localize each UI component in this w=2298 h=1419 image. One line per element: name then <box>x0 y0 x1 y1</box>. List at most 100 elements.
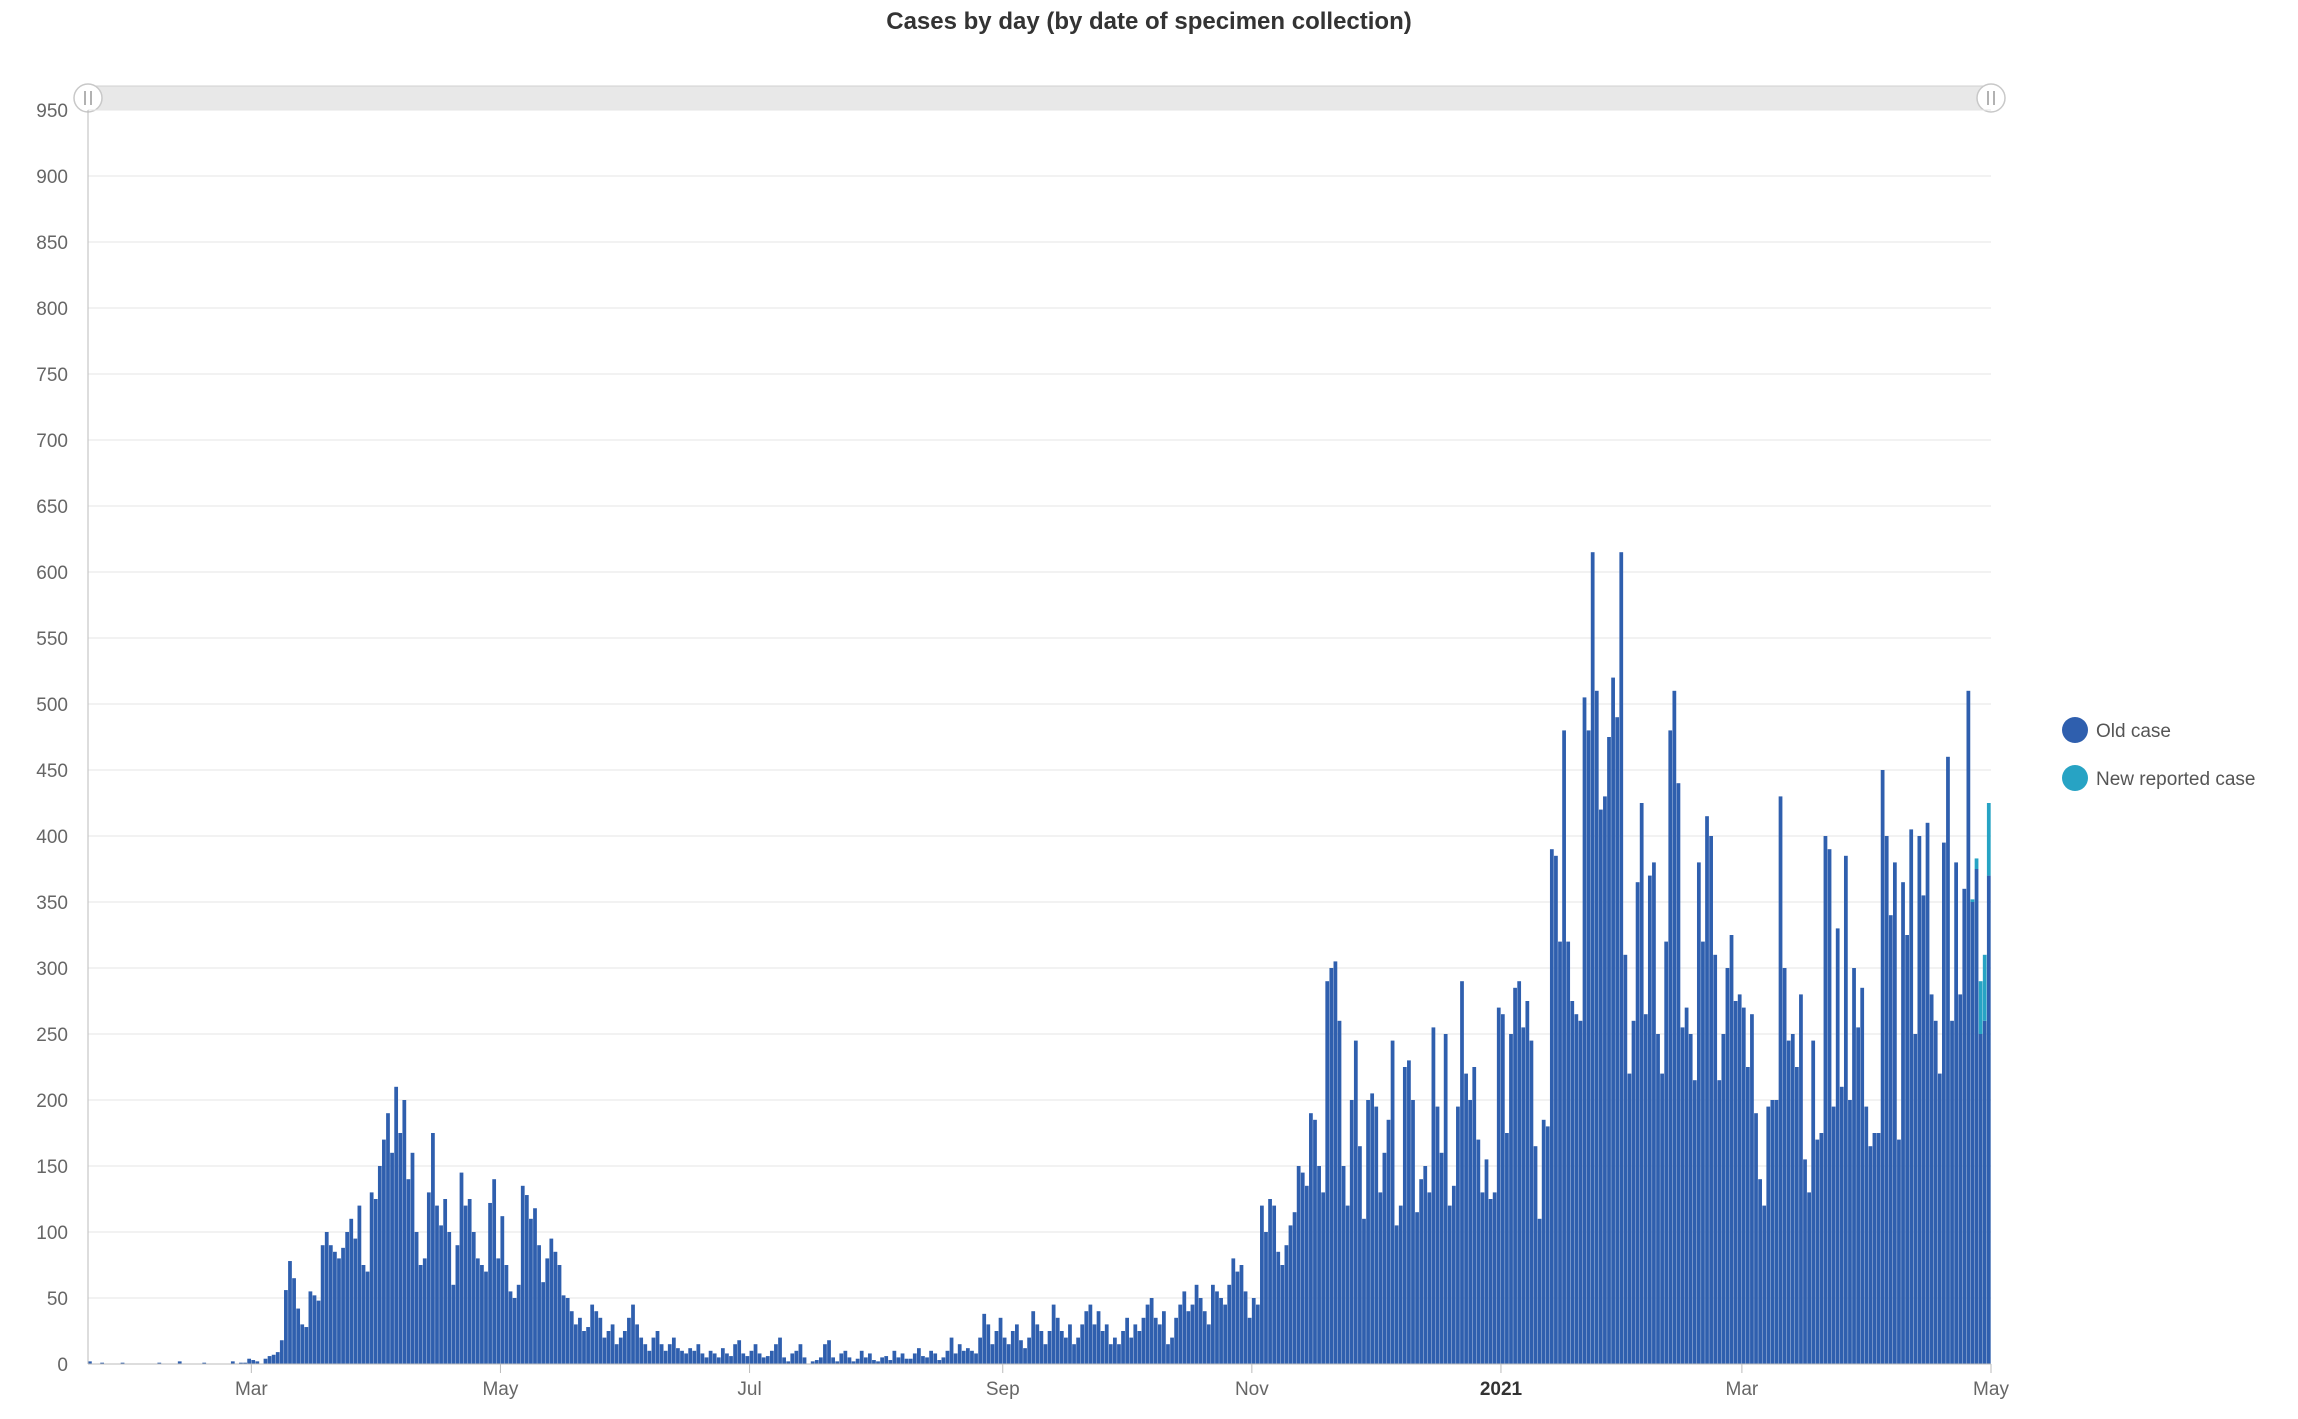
bar-0-100 <box>496 1258 501 1364</box>
bar-0-175 <box>802 1357 807 1364</box>
bar-0-79 <box>410 1152 415 1364</box>
bar-0-431 <box>1848 1100 1852 1364</box>
bar-0-429 <box>1839 1086 1844 1364</box>
bar-0-93 <box>467 1199 472 1364</box>
bar-0-305 <box>1333 961 1338 1364</box>
bar-0-297 <box>1300 1172 1305 1364</box>
bar-0-172 <box>790 1353 795 1364</box>
bar-0-352 <box>1525 1001 1530 1364</box>
y-tick-label: 700 <box>36 431 68 452</box>
bar-0-288 <box>1264 1232 1268 1364</box>
y-tick-label: 350 <box>36 893 68 914</box>
bar-0-95 <box>475 1258 480 1364</box>
bar-0-133 <box>631 1304 635 1364</box>
bar-0-280 <box>1231 1258 1236 1364</box>
bar-0-43 <box>263 1358 268 1364</box>
bar-0-181 <box>827 1340 831 1364</box>
bar-0-178 <box>814 1360 819 1364</box>
bar-0-438 <box>1876 1133 1881 1364</box>
bar-0-216 <box>970 1350 974 1364</box>
bar-0-248 <box>1100 1331 1105 1364</box>
bar-0-329 <box>1431 1027 1436 1364</box>
bar-0-37 <box>239 1362 243 1364</box>
bar-0-271 <box>1194 1284 1199 1364</box>
bar-0-384 <box>1656 1034 1660 1364</box>
bar-0-241 <box>1072 1344 1076 1364</box>
bar-0-368 <box>1590 552 1595 1364</box>
bar-0-209 <box>941 1357 946 1364</box>
bars <box>88 552 1991 1364</box>
bar-0-159 <box>737 1340 742 1364</box>
bar-0-184 <box>839 1353 844 1364</box>
range-slider-track[interactable] <box>87 85 1992 111</box>
bar-0-283 <box>1243 1291 1248 1364</box>
bar-0-228 <box>1019 1340 1023 1364</box>
bar-0-464 <box>1982 1020 1987 1364</box>
bar-0-277 <box>1219 1298 1223 1364</box>
x-axis: Mar May Jul Sep Nov 2021 Mar May <box>235 1364 2009 1400</box>
bar-0-234 <box>1043 1344 1048 1364</box>
bar-0-318 <box>1386 1119 1391 1364</box>
bar-0-186 <box>847 1357 852 1364</box>
bar-0-161 <box>745 1356 750 1364</box>
bar-0-203 <box>916 1348 921 1364</box>
bar-0-445 <box>1905 935 1909 1364</box>
bar-0-211 <box>949 1337 954 1364</box>
bar-0-437 <box>1872 1133 1877 1364</box>
bar-0-89 <box>451 1284 456 1364</box>
bar-0-360 <box>1558 941 1562 1364</box>
bar-0-261 <box>1153 1317 1158 1364</box>
bar-0-207 <box>933 1353 938 1364</box>
legend-label: New reported case <box>2096 769 2255 790</box>
bar-0-231 <box>1031 1311 1036 1364</box>
bar-0-87 <box>443 1199 448 1364</box>
bar-0-336 <box>1460 981 1464 1364</box>
range-slider-right-handle[interactable] <box>1976 83 2006 113</box>
bar-0-306 <box>1337 1020 1342 1364</box>
bar-0-460 <box>1966 690 1971 1364</box>
range-slider-left-handle[interactable] <box>73 83 103 113</box>
bar-0-254 <box>1125 1317 1130 1364</box>
legend-item-1[interactable]: New reported case <box>2062 765 2255 791</box>
bar-0-333 <box>1447 1205 1452 1364</box>
bar-0-381 <box>1643 1014 1648 1364</box>
bar-0-225 <box>1006 1344 1011 1364</box>
bar-0-141 <box>663 1350 668 1364</box>
bar-0-259 <box>1145 1304 1150 1364</box>
y-tick-label: 850 <box>36 233 68 254</box>
bar-0-50 <box>292 1278 296 1364</box>
bar-0-240 <box>1068 1324 1072 1364</box>
bar-0-230 <box>1027 1337 1032 1364</box>
bar-0-199 <box>900 1353 905 1364</box>
bar-0-411 <box>1766 1106 1771 1364</box>
bar-0-106 <box>520 1185 525 1364</box>
bar-1-461 <box>1970 899 1975 902</box>
bar-0-334 <box>1451 1185 1456 1364</box>
bar-0-198 <box>896 1357 901 1364</box>
bar-0-345 <box>1496 1007 1501 1364</box>
bar-0-331 <box>1439 1152 1444 1364</box>
y-tick-label: 550 <box>36 629 68 650</box>
bar-0-376 <box>1623 954 1628 1364</box>
bar-0-135 <box>639 1337 644 1364</box>
bar-0-129 <box>614 1344 619 1364</box>
range-slider[interactable] <box>73 83 2006 113</box>
bar-0-313 <box>1366 1100 1370 1364</box>
bar-0-358 <box>1549 849 1554 1364</box>
bar-0-192 <box>872 1360 876 1364</box>
bar-1-462 <box>1974 858 1979 869</box>
bar-0-156 <box>725 1353 729 1364</box>
bar-0-286 <box>1255 1304 1260 1364</box>
y-tick-label: 600 <box>36 563 68 584</box>
legend-item-0[interactable]: Old case <box>2062 717 2171 743</box>
y-tick-label: 500 <box>36 695 68 716</box>
y-tick-label: 100 <box>36 1223 68 1244</box>
bar-0-428 <box>1835 928 1840 1364</box>
bar-0-465 <box>1986 875 1991 1364</box>
bar-0-307 <box>1341 1166 1346 1364</box>
bar-0-56 <box>316 1300 321 1364</box>
bar-0-143 <box>671 1337 676 1364</box>
bar-0-363 <box>1570 1001 1575 1364</box>
bar-0-422 <box>1811 1040 1816 1364</box>
bar-0-457 <box>1954 862 1959 1364</box>
